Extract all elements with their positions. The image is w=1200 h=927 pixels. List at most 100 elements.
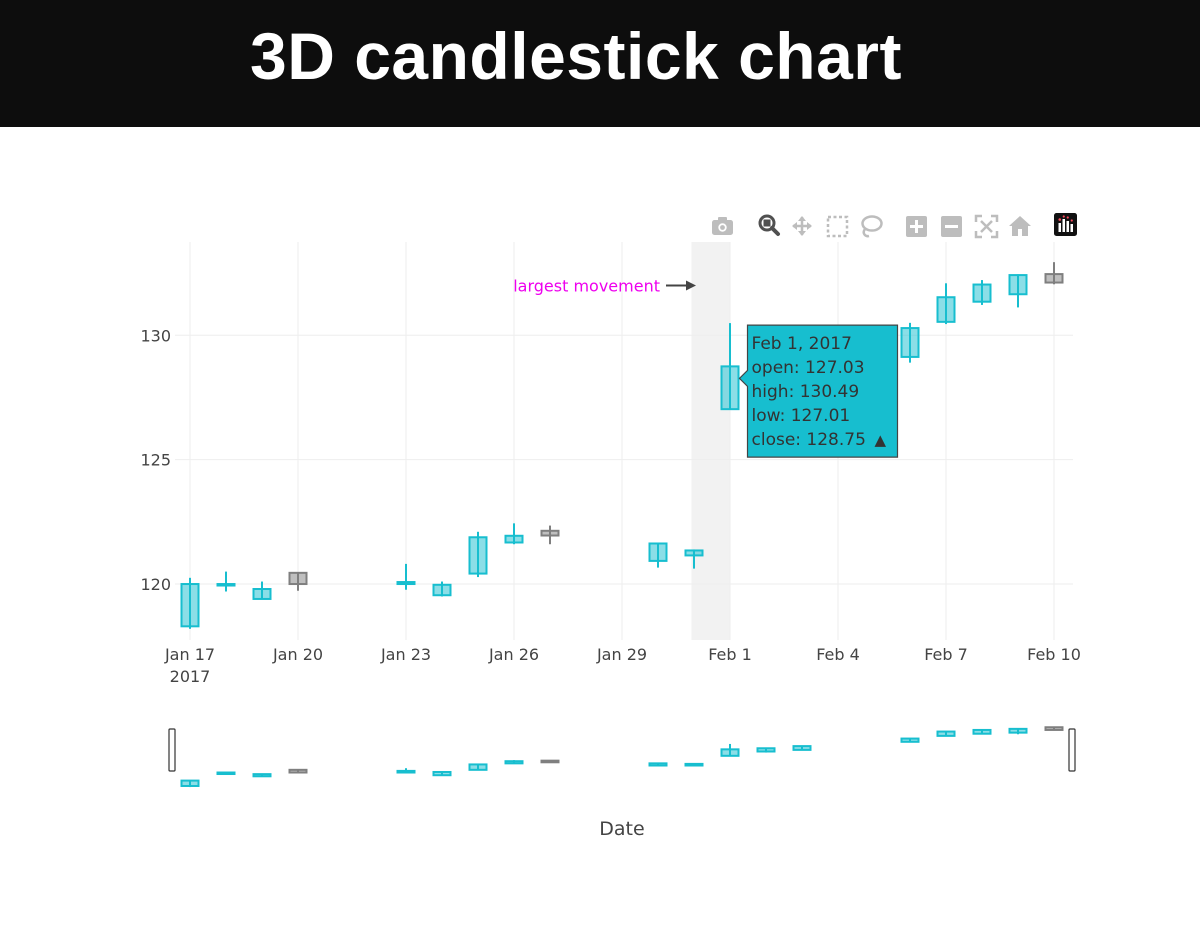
slider-body [936,730,956,737]
main-body [900,327,920,358]
slider-candle [504,760,524,765]
main-candle [288,571,308,591]
main-candle [1044,262,1064,285]
slider-candle [1008,727,1028,735]
slider-candle [396,768,416,774]
annotation-text: largest movement [513,277,660,296]
x-tick-label: Jan 23 [380,645,431,664]
y-tick-label: 120 [140,575,171,594]
slider-body [900,737,920,743]
slider-body [1044,726,1064,731]
lasso-icon[interactable] [861,215,883,238]
main-candle [900,322,920,363]
slider-candle [252,773,272,778]
main-candle [1008,274,1028,308]
slider-candle [792,745,812,751]
main-candle [432,581,452,597]
y-axis: 120 125 130 [140,326,171,594]
reset-axes-icon[interactable] [1009,216,1031,236]
hover-increasing-arrow: ▲ [875,431,887,449]
slider-candle [756,747,776,753]
main-candle [648,542,668,568]
slider-candle [540,759,560,764]
main-candle [936,283,956,325]
hover-tooltip: Feb 1, 2017 open: 127.03 high: 130.49 lo… [738,324,899,458]
x-tick-label: Jan 20 [272,645,323,664]
slider-candle [288,768,308,774]
main-body [720,365,740,411]
range-slider[interactable] [180,726,1064,788]
plotly-logo-icon[interactable] [1054,213,1077,236]
main-body [396,581,416,586]
slider-body [432,770,452,777]
pan-icon[interactable] [792,216,812,236]
slider-body [720,748,740,757]
x-tick-sublabel: 2017 [170,667,211,686]
main-body [540,529,560,537]
main-body [1008,274,1028,296]
slider-candle [936,730,956,737]
y-tick-label: 130 [140,326,171,345]
slider-candle [216,771,236,776]
x-tick-label: Jan 26 [488,645,539,664]
main-body [432,583,452,597]
zoom-out-icon[interactable] [941,216,962,237]
main-body [468,536,488,575]
slider-candle [432,770,452,777]
main-candle [468,531,488,578]
hover-tooltip-box [738,324,899,458]
range-slider-right-handle[interactable] [1068,728,1076,772]
main-body [252,588,272,600]
slider-body [504,760,524,765]
box-select-icon[interactable] [826,215,849,238]
main-candle [252,581,272,600]
range-slider-left-handle[interactable] [168,728,176,772]
main-body [216,583,236,587]
slider-body [180,779,200,787]
annotation: largest movement [513,277,696,296]
y-tick-label: 125 [140,451,171,470]
modebar [712,213,1077,239]
camera-icon[interactable] [712,217,733,235]
main-body [1044,273,1064,284]
slider-candle [972,728,992,735]
slider-candle [648,762,668,767]
page-title: 3D candlestick chart [250,19,902,93]
main-candle [540,525,560,545]
hover-high: high: 130.49 [752,382,860,402]
slider-body [792,745,812,751]
main-body [936,296,956,323]
slider-candle [1044,726,1064,731]
x-axis: Jan 17 2017 Jan 20 Jan 23 Jan 26 Jan 29 Feb 1 F… [164,645,1081,686]
x-tick-label: Jan 29 [596,645,647,664]
highlight-band [691,242,730,640]
slider-body [396,769,416,774]
slider-body [972,728,992,735]
slider-body [684,762,704,767]
autoscale-icon[interactable] [974,214,999,239]
x-tick-label: Feb 1 [708,645,752,664]
slider-body [1008,727,1028,734]
slider-candle [900,737,920,743]
main-body [972,283,992,303]
slider-body [468,763,488,771]
annotation-arrowhead [686,280,696,291]
main-body [504,534,524,544]
slider-body [648,762,668,767]
candles-layer [180,262,1064,629]
x-tick-label: Jan 17 [164,645,215,664]
main-candle [972,280,992,305]
slider-body [252,773,272,778]
zoom-icon[interactable] [758,214,780,236]
slider-body [216,771,236,776]
slider-candle [720,743,740,757]
main-body [684,549,704,557]
main-candle [180,577,200,629]
main-candle [720,323,740,411]
zoom-in-icon[interactable] [906,216,927,237]
x-axis-title: Date [599,818,644,840]
main-body [288,571,308,586]
slider-candle [180,779,200,788]
slider-body [756,747,776,753]
